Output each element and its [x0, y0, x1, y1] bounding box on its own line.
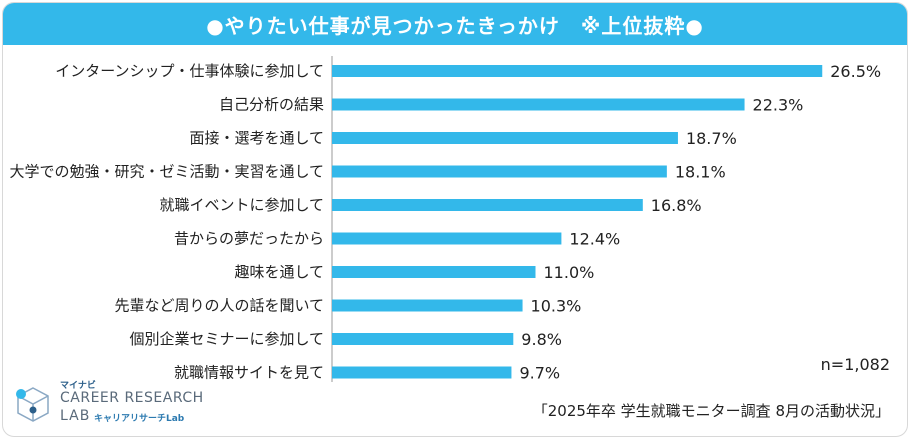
bar: [332, 333, 514, 345]
value-label: 9.7%: [519, 364, 560, 383]
bar: [332, 165, 667, 178]
logo-subtitle: キャリアリサーチLab: [94, 414, 185, 424]
value-label: 26.5%: [830, 62, 881, 81]
value-label: 12.4%: [569, 230, 620, 249]
bar: [332, 299, 523, 312]
bar: [332, 366, 512, 379]
value-label: 22.3%: [753, 96, 804, 115]
value-label: 18.7%: [686, 129, 737, 148]
logo: マイナビ CAREER RESEARCH LAB キャリアリサーチLab: [12, 378, 232, 428]
bar: [332, 199, 643, 211]
value-label: 18.1%: [675, 163, 726, 182]
logo-text-line2: LAB: [60, 408, 91, 424]
category-label: 自己分析の結果: [219, 96, 324, 114]
category-label: 趣味を通して: [234, 263, 324, 281]
category-label: 大学での勉強・研究・ゼミ活動・実習を通して: [9, 163, 324, 181]
value-label: 16.8%: [651, 196, 702, 215]
category-label: 面接・選考を通して: [189, 129, 324, 147]
bar: [332, 98, 745, 111]
category-label: インターンシップ・仕事体験に参加して: [55, 62, 324, 80]
sample-size-label: n=1,082: [820, 355, 890, 374]
value-label: 10.3%: [531, 297, 582, 316]
category-label: 就職イベントに参加して: [159, 196, 324, 214]
source-label: 「2025年卒 学生就職モニター調査 8月の活動状況」: [532, 402, 890, 420]
logo-cube-icon: [16, 387, 49, 422]
bar: [332, 266, 536, 278]
bar: [332, 132, 678, 144]
category-label: 個別企業セミナーに参加して: [129, 330, 324, 348]
chart-frame: ●やりたい仕事が見つかったきっかけ ※上位抜粋●: [2, 2, 908, 437]
value-label: 9.8%: [521, 330, 562, 349]
value-label: 11.0%: [544, 263, 595, 282]
bar: [332, 65, 823, 77]
chart-title: ●やりたい仕事が見つかったきっかけ ※上位抜粋●: [3, 3, 907, 45]
category-label: 先輩など周りの人の話を聞いて: [114, 297, 324, 315]
logo-text-line1: CAREER RESEARCH: [60, 390, 204, 406]
logo-brand: マイナビ: [60, 381, 96, 391]
category-label: 昔からの夢だったから: [174, 230, 324, 248]
bar: [332, 232, 562, 245]
category-label: 就職情報サイトを見て: [174, 364, 324, 382]
